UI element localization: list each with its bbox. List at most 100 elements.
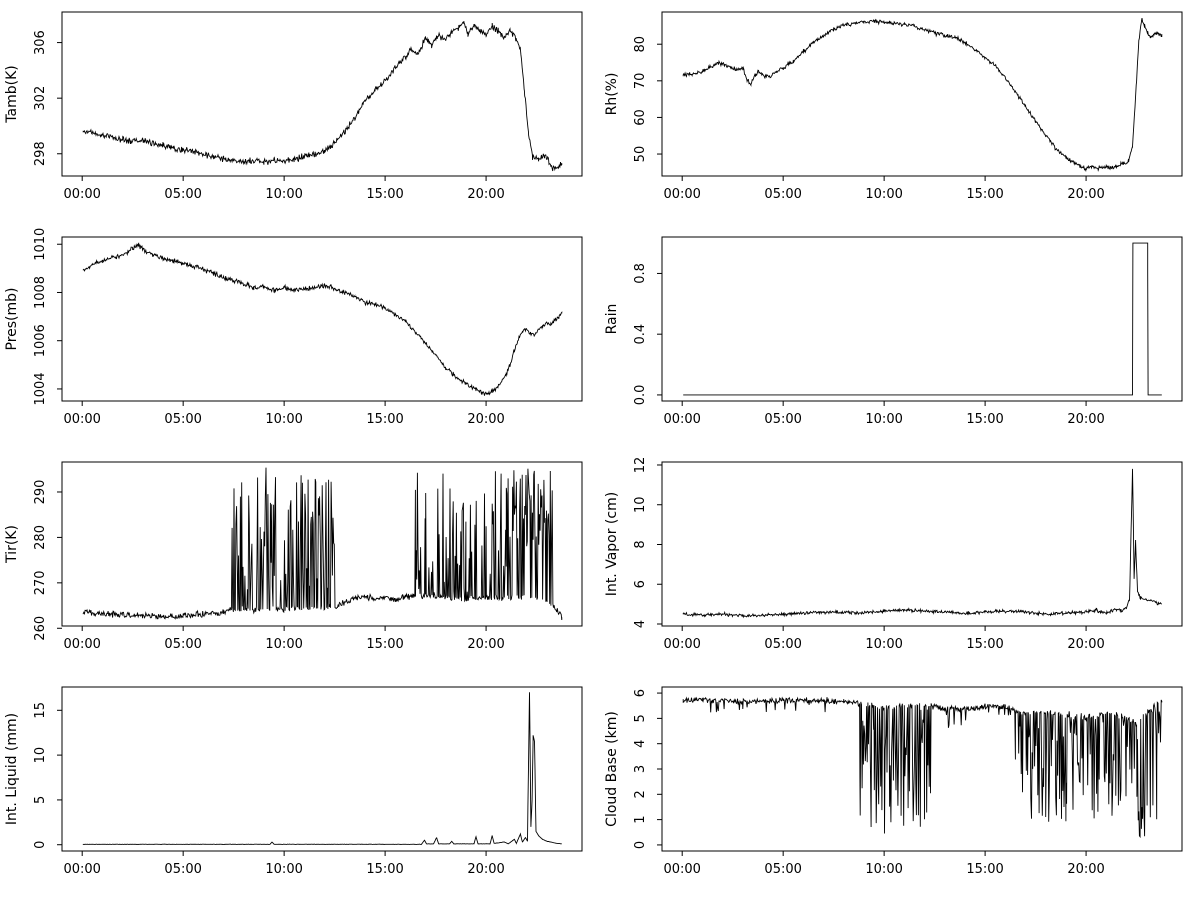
y-tick-label: 0 (633, 841, 648, 849)
y-axis-label: Cloud Base (km) (604, 711, 620, 827)
x-tick-label: 20:00 (1067, 637, 1104, 652)
x-tick-label: 10:00 (265, 187, 302, 202)
y-axis-label: Tamb(K) (4, 65, 20, 123)
x-tick-label: 10:00 (865, 187, 902, 202)
int-liquid-plot: Int. Liquid (mm) 00:00 05:00 10:00 15:00 20:… (4, 686, 583, 877)
data-series-line (682, 468, 1162, 619)
data-series-line (82, 467, 563, 621)
y-tick-label: 70 (633, 73, 648, 90)
x-tick-label: 05:00 (164, 412, 201, 427)
y-tick-label: 8 (633, 540, 648, 548)
x-tick-label: 00:00 (663, 637, 700, 652)
x-tick-label: 00:00 (663, 187, 700, 202)
x-tick-label: 20:00 (467, 637, 504, 652)
data-series-line (82, 242, 563, 396)
y-tick-label: 10 (633, 496, 648, 513)
y-axis-label: Pres(mb) (4, 288, 20, 351)
y-tick-label: 280 (33, 525, 48, 550)
chart-panel-tamb: Tamb(K) 00:00 05:00 10:00 15:00 20:00 298 302 3… (0, 0, 600, 225)
y-tick-label: 0.8 (633, 263, 648, 284)
x-tick-label: 05:00 (764, 862, 801, 877)
plot-border (661, 11, 1183, 177)
x-tick-label: 15:00 (966, 862, 1003, 877)
x-tick-label: 10:00 (865, 412, 902, 427)
chart-panel-tir: Tir(K) 00:00 05:00 10:00 15:00 20:00 260 270 28… (0, 450, 600, 675)
y-axis-label: Tir(K) (4, 525, 20, 564)
y-tick-label: 4 (633, 740, 648, 748)
x-tick-label: 05:00 (164, 187, 201, 202)
x-tick-label: 05:00 (764, 412, 801, 427)
x-tick-label: 05:00 (164, 862, 201, 877)
y-tick-label: 12 (633, 457, 648, 474)
y-tick-label: 0.0 (633, 385, 648, 406)
y-tick-label: 6 (633, 580, 648, 588)
y-tick-label: 1004 (33, 372, 48, 405)
plot-border (661, 236, 1183, 402)
x-tick-label: 20:00 (467, 187, 504, 202)
cloud-base-plot: Cloud Base (km) 00:00 05:00 10:00 15:00 20:0… (604, 686, 1183, 877)
y-tick-label: 60 (633, 109, 648, 126)
y-tick-label: 5 (33, 796, 48, 804)
y-tick-label: 298 (33, 141, 48, 166)
y-tick-label: 2 (633, 790, 648, 798)
x-tick-label: 10:00 (265, 412, 302, 427)
rh-plot: Rh(%) 00:00 05:00 10:00 15:00 20:00 50 60 70 80 (604, 11, 1183, 202)
x-tick-label: 20:00 (1067, 412, 1104, 427)
plot-border (61, 236, 583, 402)
data-series-line (682, 696, 1163, 839)
rain-plot: Rain 00:00 05:00 10:00 15:00 20:00 0.0 0.4 0.8 (604, 236, 1183, 427)
chart-panel-rain: Rain 00:00 05:00 10:00 15:00 20:00 0.0 0.4 0.8 (600, 225, 1200, 450)
tamb-plot: Tamb(K) 00:00 05:00 10:00 15:00 20:00 298 302 3… (4, 11, 583, 202)
y-tick-label: 306 (33, 30, 48, 55)
y-axis-label: Rh(%) (604, 73, 620, 116)
x-tick-label: 10:00 (265, 637, 302, 652)
chart-panel-int-vapor: Int. Vapor (cm) 00:00 05:00 10:00 15:00 20:0… (600, 450, 1200, 675)
chart-panel-pres: Pres(mb) 00:00 05:00 10:00 15:00 20:00 1004 10… (0, 225, 600, 450)
plot-border (61, 686, 583, 852)
x-tick-label: 20:00 (467, 412, 504, 427)
x-tick-label: 00:00 (63, 862, 100, 877)
x-tick-label: 20:00 (1067, 187, 1104, 202)
x-tick-label: 00:00 (63, 187, 100, 202)
plot-border (661, 461, 1183, 627)
x-tick-label: 20:00 (1067, 862, 1104, 877)
y-tick-label: 3 (633, 765, 648, 773)
plot-border (61, 461, 583, 627)
x-tick-label: 05:00 (764, 637, 801, 652)
pres-plot: Pres(mb) 00:00 05:00 10:00 15:00 20:00 1004 10… (4, 228, 583, 427)
y-tick-label: 1006 (33, 324, 48, 357)
x-tick-label: 00:00 (63, 637, 100, 652)
x-tick-label: 15:00 (366, 862, 403, 877)
y-tick-label: 1008 (33, 276, 48, 309)
y-tick-label: 0 (33, 841, 48, 849)
y-axis-label: Int. Vapor (cm) (604, 492, 620, 596)
y-tick-label: 6 (633, 689, 648, 697)
y-axis-label: Rain (604, 304, 620, 335)
y-tick-label: 15 (33, 702, 48, 719)
x-tick-label: 15:00 (966, 412, 1003, 427)
data-series-line (683, 242, 1162, 396)
x-tick-label: 15:00 (366, 187, 403, 202)
x-tick-label: 05:00 (764, 187, 801, 202)
x-tick-label: 05:00 (164, 637, 201, 652)
y-tick-label: 290 (33, 480, 48, 505)
y-tick-label: 270 (33, 570, 48, 595)
x-tick-label: 15:00 (966, 187, 1003, 202)
data-series-line (82, 20, 563, 172)
data-series-line (82, 692, 562, 846)
y-tick-label: 1010 (33, 228, 48, 261)
x-tick-label: 15:00 (366, 637, 403, 652)
y-tick-label: 50 (633, 146, 648, 163)
y-tick-label: 302 (33, 86, 48, 111)
y-tick-label: 260 (33, 616, 48, 641)
x-tick-label: 15:00 (366, 412, 403, 427)
x-tick-label: 00:00 (663, 862, 700, 877)
x-tick-label: 10:00 (865, 637, 902, 652)
chart-panel-cloud-base: Cloud Base (km) 00:00 05:00 10:00 15:00 20:0… (600, 675, 1200, 900)
y-tick-label: 0.4 (633, 324, 648, 345)
chart-panel-rh: Rh(%) 00:00 05:00 10:00 15:00 20:00 50 60 70 80 (600, 0, 1200, 225)
int-vapor-plot: Int. Vapor (cm) 00:00 05:00 10:00 15:00 20:0… (604, 457, 1183, 652)
y-tick-label: 80 (633, 36, 648, 53)
y-tick-label: 1 (633, 815, 648, 823)
